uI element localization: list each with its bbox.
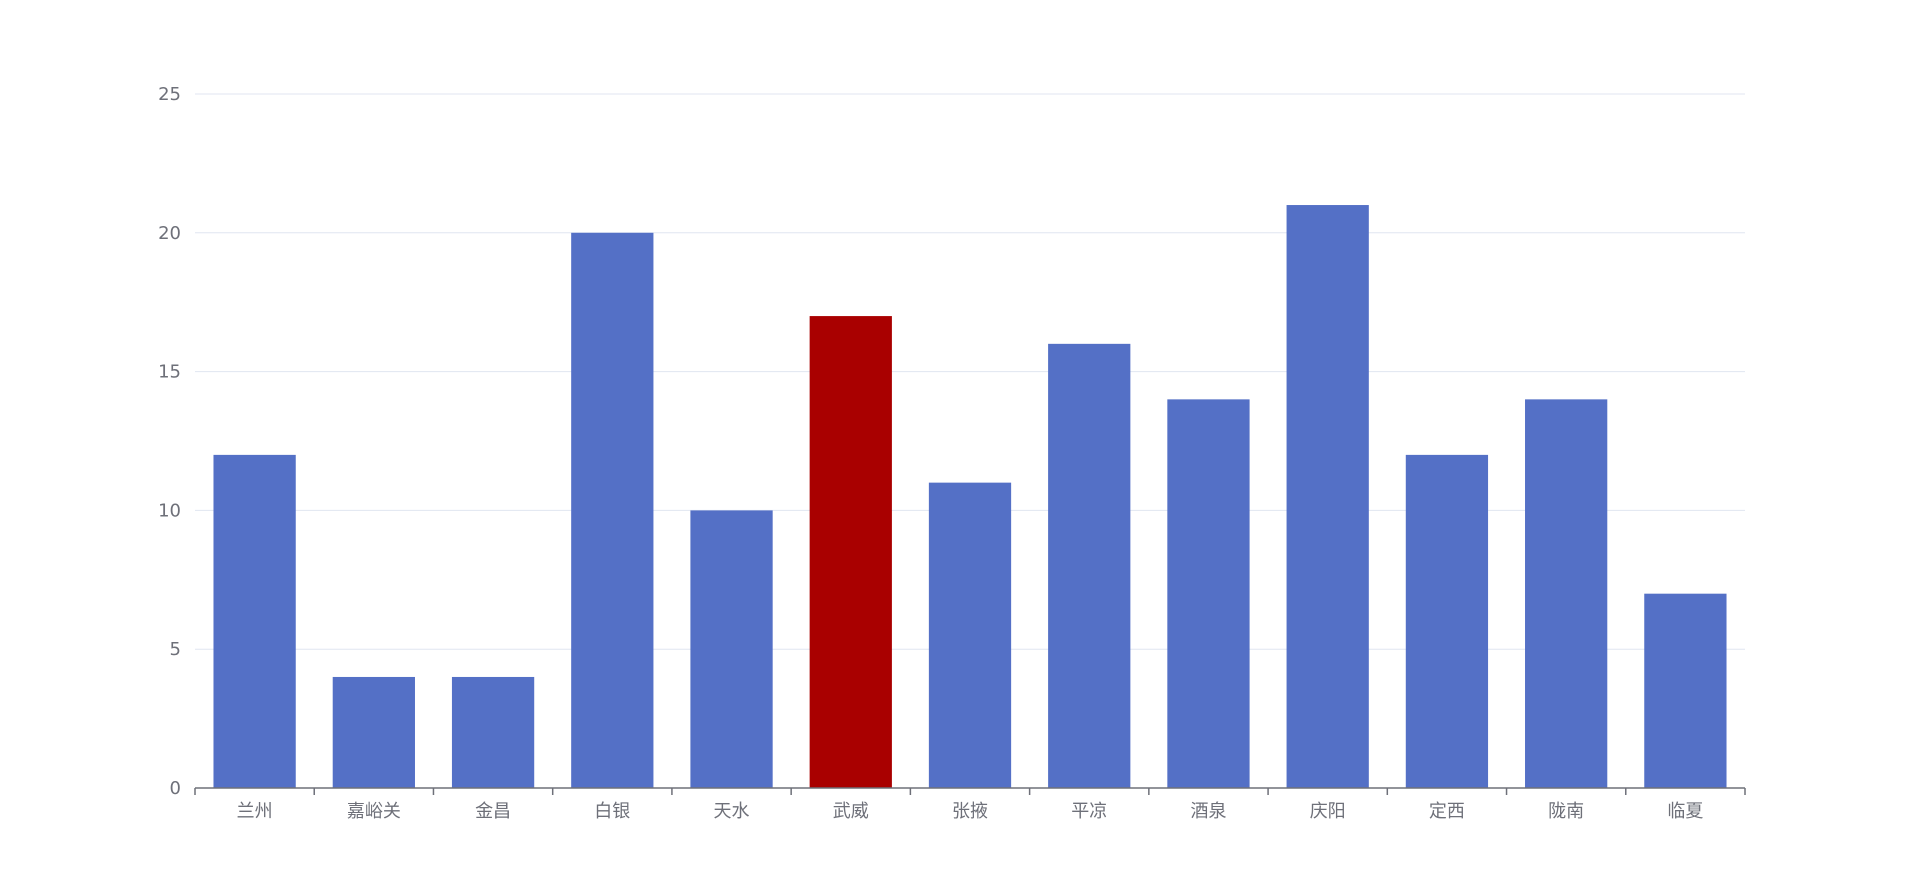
bar-酒泉 <box>1167 399 1250 788</box>
x-tick-label-嘉峪关: 嘉峪关 <box>347 801 401 822</box>
bar-白银 <box>571 232 654 789</box>
x-tick-label-张掖: 张掖 <box>952 801 988 822</box>
x-tick-label-金昌: 金昌 <box>475 801 511 822</box>
bar-陇南 <box>1525 399 1608 788</box>
x-tick-label-酒泉: 酒泉 <box>1190 801 1226 822</box>
y-tick-label-10: 10 <box>158 500 181 521</box>
x-tick-label-定西: 定西 <box>1429 801 1465 822</box>
x-tick-label-天水: 天水 <box>714 801 750 822</box>
x-tick-label-临夏: 临夏 <box>1667 801 1703 822</box>
x-tick-label-武威: 武威 <box>833 801 869 822</box>
bar-定西 <box>1405 454 1489 788</box>
bar-嘉峪关 <box>332 676 415 788</box>
bar-张掖 <box>928 482 1012 788</box>
bar-天水 <box>690 510 773 788</box>
bar-series <box>213 205 1727 789</box>
bar-兰州 <box>213 454 296 788</box>
y-tick-label-15: 15 <box>158 362 181 383</box>
y-tick-label-0: 0 <box>170 778 181 799</box>
y-tick-label-5: 5 <box>170 639 181 660</box>
x-tick-label-白银: 白银 <box>594 801 630 822</box>
axes: 0 5 10 15 20 25 兰州 嘉峪关 金昌 白银 天水 武威 张掖 平凉 酒泉 庆阳 定西 陇南 临夏 <box>158 84 1746 822</box>
x-tick-label-庆阳: 庆阳 <box>1310 801 1346 822</box>
bar-临夏 <box>1644 593 1727 788</box>
x-tick-label-平凉: 平凉 <box>1071 801 1107 822</box>
y-tick-label-25: 25 <box>158 84 181 105</box>
y-tick-label-20: 20 <box>158 223 181 244</box>
x-tick-label-兰州: 兰州 <box>237 801 273 822</box>
bar-平凉 <box>1048 343 1131 788</box>
bar-金昌 <box>451 676 535 788</box>
x-tick-label-陇南: 陇南 <box>1548 801 1584 822</box>
bar-武威 <box>809 316 892 788</box>
bar-庆阳 <box>1286 205 1369 789</box>
